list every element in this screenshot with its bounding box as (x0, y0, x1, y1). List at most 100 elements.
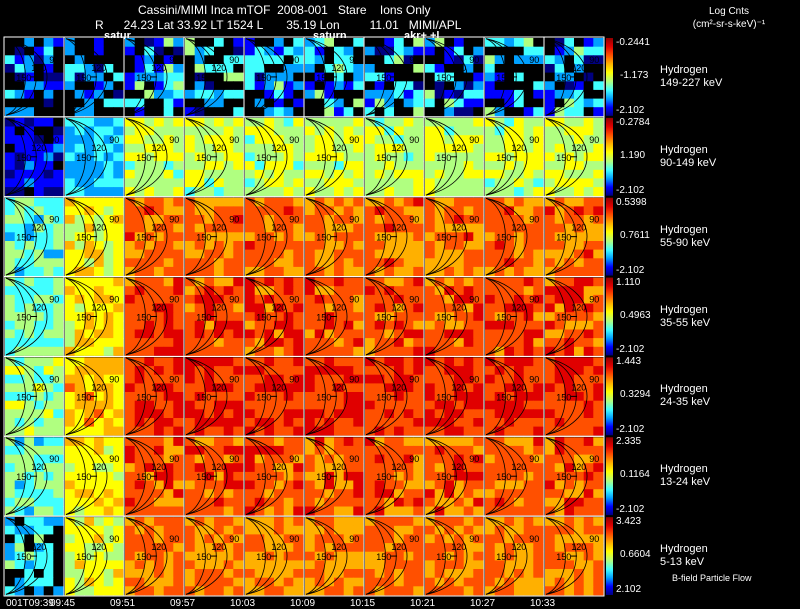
heatmap-cell (523, 374, 534, 384)
contour-arc (245, 118, 266, 196)
heatmap-cell (523, 46, 534, 56)
heatmap-cell (264, 81, 275, 91)
heatmap-cell (134, 241, 145, 251)
heatmap-cell (314, 55, 325, 65)
time-tick-label: 09:45 (50, 598, 76, 609)
contour-arc (65, 118, 108, 196)
heatmap-cell (185, 117, 196, 127)
heatmap-cell (334, 329, 345, 339)
heatmap-cell (173, 497, 184, 507)
heatmap-cell (533, 89, 544, 99)
heatmap-cell (185, 480, 196, 490)
heatmap-cell (504, 249, 515, 259)
heatmap-cell (24, 463, 35, 473)
heatmap-cell (14, 143, 25, 153)
heatmap-cell (293, 126, 304, 136)
heatmap-cell (343, 489, 354, 499)
heatmap-cell (463, 72, 474, 82)
contour-arc (185, 197, 206, 276)
heatmap-cell (163, 294, 174, 304)
heatmap-cell (274, 72, 285, 82)
heatmap-cell (134, 577, 145, 587)
heatmap-cell (533, 409, 544, 419)
heatmap-cell (574, 445, 585, 455)
heatmap-cell (113, 471, 124, 481)
heatmap-cell (473, 286, 484, 296)
heatmap-cell (434, 480, 445, 490)
heatmap-cell (504, 232, 515, 242)
heatmap-cell (134, 72, 145, 82)
colorbar-min-label: -2.102 (616, 424, 645, 436)
heatmap-cell (34, 169, 45, 179)
heatmap-cell (125, 329, 136, 339)
heatmap-cell (343, 366, 354, 376)
energy-band-label: 55-90 keV (660, 236, 711, 249)
heatmap-cell (154, 569, 165, 579)
heatmap-cell (523, 329, 534, 339)
heatmap-cell (463, 534, 474, 544)
heatmap-cell (125, 525, 136, 535)
heatmap-cell (65, 497, 76, 507)
heatmap-cell (185, 437, 196, 447)
heatmap-cell (583, 81, 594, 91)
heatmap-cell (283, 241, 294, 251)
heatmap-cell (5, 169, 16, 179)
heatmap-cell (444, 294, 455, 304)
heatmap-cell (254, 551, 265, 561)
heatmap-cell (444, 258, 455, 268)
heatmap-cell (74, 135, 85, 145)
heatmap-cell (444, 178, 455, 188)
heatmap-cell (84, 206, 95, 216)
heatmap-cell (264, 471, 275, 481)
heatmap-cell (245, 117, 256, 127)
heatmap-cell (514, 357, 525, 367)
heatmap-cell (384, 178, 395, 188)
heatmap-cell (374, 338, 385, 348)
heatmap-cell (245, 266, 256, 276)
heatmap-cell (425, 454, 436, 464)
heatmap-cell (523, 81, 534, 91)
heatmap-cell (274, 366, 285, 376)
heatmap-cell (24, 551, 35, 561)
heatmap-cell (463, 586, 474, 596)
heatmap-cell (314, 152, 325, 162)
heatmap-cell (194, 46, 205, 56)
heatmap-cell (94, 135, 105, 145)
heatmap-cell (185, 178, 196, 188)
heatmap-cell (94, 517, 105, 527)
heatmap-cell (554, 374, 565, 384)
heatmap-cell (264, 543, 275, 553)
heatmap-cell (24, 161, 35, 171)
heatmap-cell (283, 480, 294, 490)
heatmap-cell (494, 471, 505, 481)
heatmap-cell (154, 374, 165, 384)
heatmap-cell (574, 38, 585, 48)
heatmap-cell (384, 338, 395, 348)
heatmap-cell (454, 489, 465, 499)
heatmap-cell (554, 366, 565, 376)
heatmap-cell (413, 525, 424, 535)
heatmap-cell (163, 277, 174, 287)
heatmap-cell (343, 187, 354, 197)
heatmap-cell (593, 277, 604, 287)
heatmap-cell (53, 471, 64, 481)
contour-label: 90 (289, 215, 299, 225)
heatmap-cell (413, 286, 424, 296)
heatmap-cell (144, 169, 155, 179)
heatmap-cell (545, 400, 556, 410)
heatmap-cell (144, 294, 155, 304)
heatmap-cell (533, 586, 544, 596)
heatmap-cell (264, 55, 275, 65)
heatmap-cell (154, 286, 165, 296)
heatmap-cell (194, 126, 205, 136)
heatmap-cell (324, 258, 335, 268)
heatmap-cell (574, 303, 585, 313)
heatmap-cell (434, 506, 445, 516)
heatmap-cell (24, 72, 35, 82)
heatmap-cell (94, 454, 105, 464)
heatmap-cell (485, 418, 496, 428)
time-tick-label: 09:51 (110, 598, 136, 609)
heatmap-cell (274, 346, 285, 356)
contour-arc (245, 38, 266, 116)
